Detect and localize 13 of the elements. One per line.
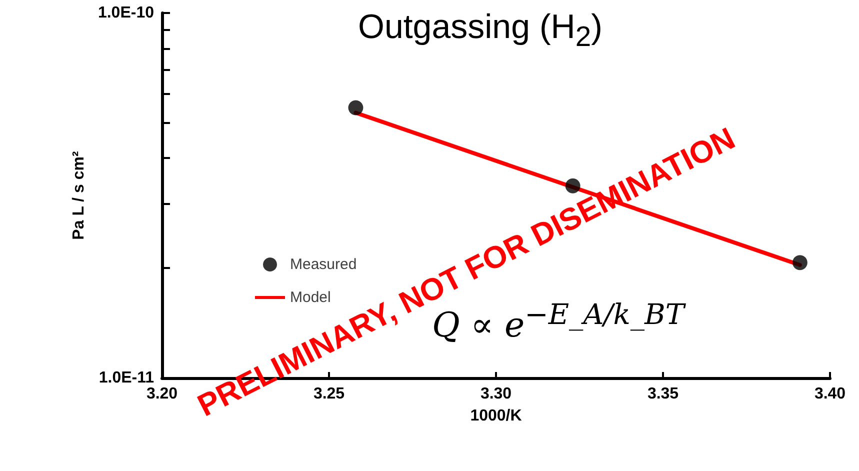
chart-title: Outgassing (H$_{2}$) xyxy=(352,8,608,54)
y-tick-label: 1.0E-10 xyxy=(98,4,154,22)
legend-label: Measured xyxy=(290,256,357,273)
y-axis-title: Pa L / s cm² xyxy=(70,151,88,240)
x-axis-title: 1000/K xyxy=(470,408,522,424)
y-tick-label: 1.0E-11 xyxy=(98,370,154,386)
point xyxy=(792,255,808,270)
x-tick-label: 3.40 xyxy=(814,386,846,402)
x-tick-label: 3.20 xyxy=(146,386,178,402)
x-tick-label: 3.35 xyxy=(647,386,679,402)
x-tick-label: 3.30 xyxy=(480,386,512,402)
legend-label: Model xyxy=(290,289,331,306)
point xyxy=(348,100,364,116)
